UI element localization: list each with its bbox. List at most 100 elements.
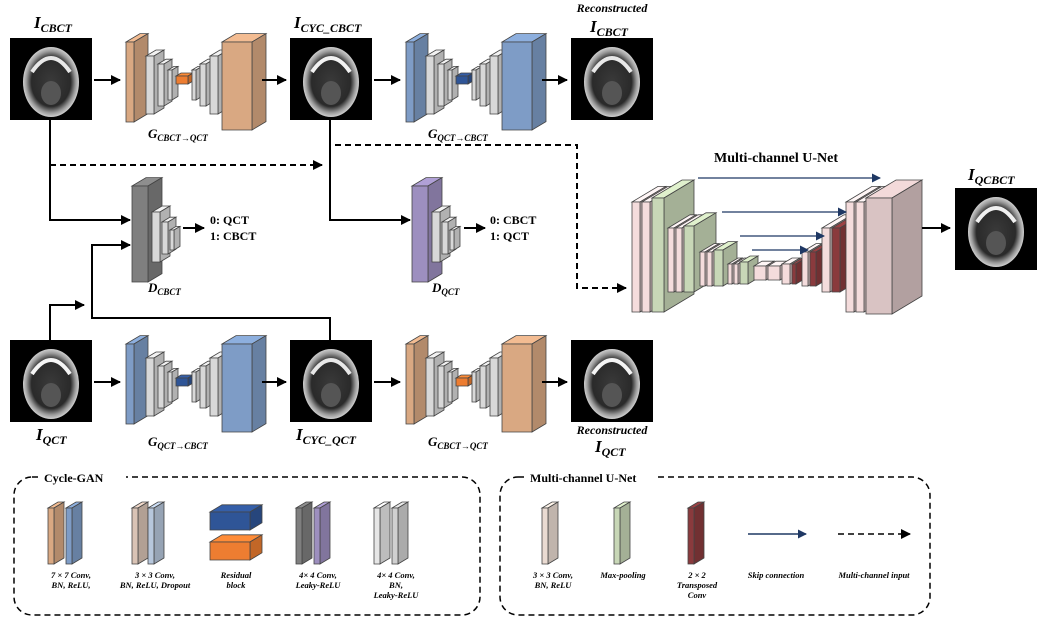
ct-images xyxy=(10,38,1037,422)
unet-dec3-a-front xyxy=(801,251,809,287)
svg-text:block: block xyxy=(227,580,247,590)
discriminator-cbct xyxy=(130,176,182,283)
gen-deconv-layer-2-front xyxy=(479,365,487,409)
label-dqct-out0: 0: CBCT xyxy=(490,213,536,227)
legend-swatch-4x4bn-b-side xyxy=(397,501,409,565)
gen-residual-block-front xyxy=(175,75,189,85)
legend-swatch-3x3-a-side xyxy=(137,501,149,565)
label-reconstructed-qct: IQCT xyxy=(594,437,626,459)
gen-conv-layer-1-front xyxy=(425,357,435,417)
arrow-cyc-qct-to-dcbct xyxy=(91,240,331,340)
arrow-qct-to-dqct xyxy=(49,300,85,340)
gen-residual-block-front xyxy=(455,377,469,387)
legend-cyclegan-labels: 7 × 7 Conv, BN, ReLU, 3 × 3 Conv, BN, Re… xyxy=(51,570,420,600)
label-reconstructed-cbct: ICBCT xyxy=(589,17,629,39)
gen-input-layer-front xyxy=(405,41,415,123)
unet-bottleneck-a-front xyxy=(753,265,767,281)
svg-text:Max-pooling: Max-pooling xyxy=(599,570,646,580)
gen-deconv-layer-1-front xyxy=(191,371,197,403)
label-dcbct-out1: 1: CBCT xyxy=(210,229,256,243)
gen-conv-layer-1-front xyxy=(145,55,155,115)
disc-layer-1-front xyxy=(411,185,429,283)
legend-swatch-4x4-gray-side xyxy=(301,501,313,565)
generator-qct-to-cbct-bottom xyxy=(124,334,268,433)
legend-cyclegan: Cycle-GAN 7 × 7 Conv, BN, ReLU, 3 × 3 Co… xyxy=(13,470,481,616)
unet-enc1-pool-front xyxy=(651,197,665,313)
dashed-input-cyc-cbct xyxy=(329,120,627,293)
ct-image-i-cyc-cbct xyxy=(290,38,372,120)
svg-text:Residual: Residual xyxy=(220,570,252,580)
svg-text:4× 4 Conv,: 4× 4 Conv, xyxy=(376,570,415,580)
svg-text:Leaky-ReLU: Leaky-ReLU xyxy=(295,580,342,590)
legend-swatch-3x3-b-side xyxy=(153,501,165,565)
svg-text:Leaky-ReLU: Leaky-ReLU xyxy=(373,590,420,600)
legend-swatch-4x4-purple-front xyxy=(313,507,321,565)
legend-swatch-4x4bn-a-front xyxy=(373,507,381,565)
unet-output-front xyxy=(865,197,893,315)
unet-dec4-a-front xyxy=(781,263,791,285)
legend-unet-title: Multi-channel U-Net xyxy=(530,471,636,485)
label-g2: GQCT→CBCT xyxy=(428,126,488,143)
svg-text:3 × 3 Conv,: 3 × 3 Conv, xyxy=(532,570,573,580)
unet-enc1-b-front xyxy=(641,201,651,313)
unet-dec1-a-front xyxy=(845,201,855,313)
unet-enc3-pool-front xyxy=(713,249,724,287)
label-dcbct-out0: 0: QCT xyxy=(210,213,249,227)
svg-text:BN, ReLU, Dropout: BN, ReLU, Dropout xyxy=(119,580,191,590)
discriminator-qct xyxy=(410,176,462,283)
svg-text:3 × 3 Conv,: 3 × 3 Conv, xyxy=(134,570,175,580)
legend-swatch-unet-transposed-side xyxy=(693,501,705,565)
label-g3: GQCT→CBCT xyxy=(148,434,208,451)
gen-residual-block-front xyxy=(455,75,469,85)
gen-deconv-layer-1-front xyxy=(191,69,197,101)
legend-swatch-unet-conv-side xyxy=(547,501,559,565)
unet-enc2-pool-front xyxy=(683,225,695,293)
svg-text:BN, ReLU: BN, ReLU xyxy=(534,580,573,590)
label-i-qcbct: IQCBCT xyxy=(967,165,1015,187)
gen-input-layer-front xyxy=(125,343,135,425)
gen-deconv-layer-3-front xyxy=(489,55,499,115)
label-g4: GCBCT→QCT xyxy=(428,434,488,451)
generator-qct-to-cbct-top xyxy=(404,32,548,131)
unet-dec2-a-front xyxy=(821,227,831,293)
gen-deconv-layer-1-front xyxy=(471,371,477,403)
svg-text:7 × 7 Conv,: 7 × 7 Conv, xyxy=(51,570,91,580)
disc-layer-4-side xyxy=(453,225,461,251)
legend-swatch-7x7-orange-side xyxy=(53,501,65,565)
gen-deconv-layer-3-front xyxy=(209,357,219,417)
legend-swatch-residual-blue-front xyxy=(209,511,251,531)
labels: ICBCT ICYC_CBCT Reconstructed ICBCT IQCT… xyxy=(33,1,1015,459)
gen-output-layer-side xyxy=(531,32,547,131)
svg-text:Multi-channel input: Multi-channel input xyxy=(837,570,910,580)
svg-text:Skip connection: Skip connection xyxy=(748,570,805,580)
label-i-qct: IQCT xyxy=(35,425,67,447)
svg-text:4× 4 Conv,: 4× 4 Conv, xyxy=(298,570,337,580)
svg-text:BN, ReLU,: BN, ReLU, xyxy=(51,580,91,590)
gen-deconv-layer-2-front xyxy=(199,365,207,409)
unet-enc2-a-front xyxy=(667,227,675,293)
unet-enc1-a-front xyxy=(631,201,641,313)
legend-swatch-4x4bn-b-front xyxy=(391,507,399,565)
unet-output-side xyxy=(891,179,923,315)
legend-swatch-7x7-orange-front xyxy=(47,507,55,565)
gen-output-layer-front xyxy=(221,41,253,131)
svg-text:2 × 2: 2 × 2 xyxy=(687,570,706,580)
ct-image-reconstructed-qct xyxy=(571,340,653,422)
gen-conv-layer-3-front xyxy=(167,69,173,101)
disc-layer-4-side xyxy=(173,225,181,251)
generator-cbct-to-qct-bottom xyxy=(404,334,548,433)
unet-enc4-b-front xyxy=(733,263,739,285)
gen-input-layer-front xyxy=(405,343,415,425)
gen-output-layer-side xyxy=(251,32,267,131)
ct-image-i-cbct xyxy=(10,38,92,120)
legend-swatch-4x4-purple-side xyxy=(319,501,331,565)
legend-swatch-7x7-blue-side xyxy=(71,501,83,565)
label-reconstructed-cbct-title: Reconstructed xyxy=(576,1,649,15)
connections xyxy=(49,75,951,387)
unet-dec3-up-front xyxy=(809,251,817,287)
unet-dec2-up-front xyxy=(831,227,841,293)
legend-cyclegan-title: Cycle-GAN xyxy=(44,471,104,485)
ct-image-i-qcbct xyxy=(955,188,1037,270)
gen-conv-layer-3-front xyxy=(447,371,453,403)
ct-image-reconstructed-cbct xyxy=(571,38,653,120)
